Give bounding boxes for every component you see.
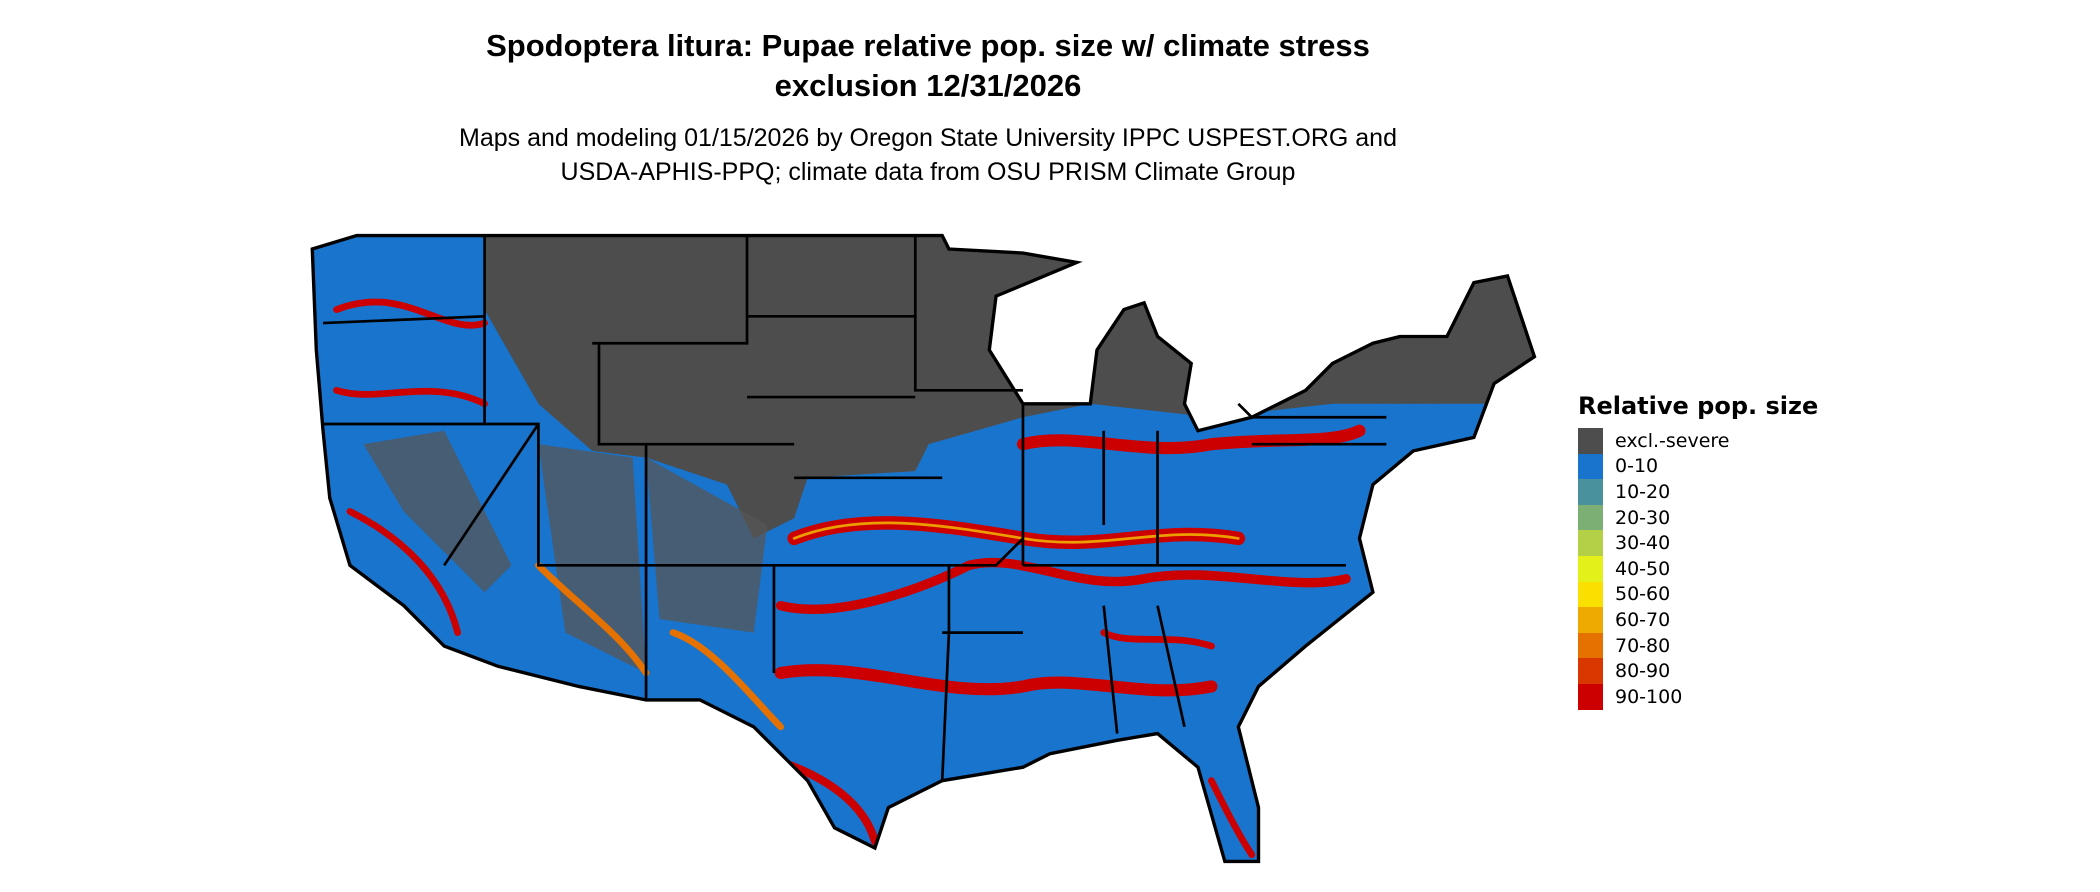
map-title-line2: exclusion 12/31/2026 bbox=[774, 68, 1082, 103]
legend-swatch bbox=[1578, 453, 1603, 480]
legend-swatch bbox=[1578, 683, 1603, 710]
legend-label: 0-10 bbox=[1615, 455, 1659, 478]
legend-swatch bbox=[1578, 530, 1603, 556]
legend-label: 80-90 bbox=[1615, 660, 1671, 683]
state-borders bbox=[310, 233, 1537, 864]
legend-swatch bbox=[1578, 632, 1603, 659]
legend-item: 20-30 bbox=[1578, 504, 1818, 531]
legend-item: 70-80 bbox=[1578, 632, 1818, 659]
legend-label: 50-60 bbox=[1615, 583, 1671, 606]
legend-item: 0-10 bbox=[1578, 453, 1818, 480]
legend-title: Relative pop. size bbox=[1578, 392, 1819, 420]
legend-label: 20-30 bbox=[1615, 506, 1671, 529]
legend-swatch bbox=[1578, 504, 1603, 531]
map-subtitle-line1: Maps and modeling 01/15/2026 by Oregon S… bbox=[459, 124, 1397, 152]
legend: Relative pop. size excl.-severe 0-10 10-20… bbox=[1578, 392, 1818, 710]
map-subtitle-line2: USDA-APHIS-PPQ; climate data from OSU PR… bbox=[560, 158, 1296, 186]
legend-swatch bbox=[1578, 581, 1603, 608]
legend-label: 90-100 bbox=[1615, 685, 1683, 708]
legend-label: 40-50 bbox=[1615, 557, 1671, 580]
legend-swatch bbox=[1578, 479, 1603, 505]
legend-label: 70-80 bbox=[1615, 634, 1671, 657]
legend-item: excl.-severe bbox=[1578, 428, 1818, 454]
legend-swatch bbox=[1578, 555, 1603, 582]
legend-label: 30-40 bbox=[1615, 532, 1671, 555]
legend-item: 60-70 bbox=[1578, 607, 1818, 633]
legend-label: 60-70 bbox=[1615, 608, 1671, 631]
legend-items: excl.-severe 0-10 10-20 20-30 30-40 40-50 50-6… bbox=[1578, 428, 1818, 710]
region-excluded-west bbox=[363, 430, 768, 673]
legend-swatch bbox=[1578, 428, 1603, 454]
legend-swatch bbox=[1578, 658, 1603, 684]
legend-item: 30-40 bbox=[1578, 530, 1818, 556]
legend-swatch bbox=[1578, 607, 1603, 633]
map-title-line1: Spodoptera litura: Pupae relative pop. s… bbox=[486, 28, 1370, 63]
legend-label: 10-20 bbox=[1615, 480, 1671, 503]
legend-item: 50-60 bbox=[1578, 581, 1818, 608]
legend-item: 90-100 bbox=[1578, 683, 1818, 710]
legend-item: 40-50 bbox=[1578, 555, 1818, 582]
legend-item: 80-90 bbox=[1578, 658, 1818, 684]
region-excluded-ne bbox=[1292, 235, 1535, 404]
legend-item: 10-20 bbox=[1578, 479, 1818, 505]
legend-label: excl.-severe bbox=[1615, 429, 1730, 452]
